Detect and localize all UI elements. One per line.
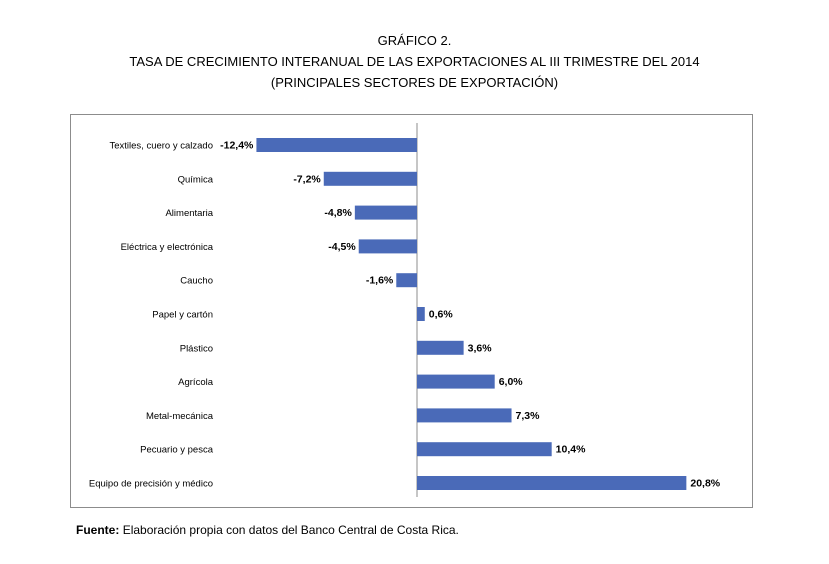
source-text: Elaboración propia con datos del Banco C… (122, 523, 459, 537)
category-label: Química (178, 174, 214, 185)
data-label: 6,0% (499, 376, 524, 388)
data-label: 0,6% (429, 309, 454, 321)
category-label: Caucho (180, 276, 213, 287)
bar-chart: Textiles, cuero y calzado -12,4% Química -7… (89, 123, 721, 497)
category-label: Papel y cartón (152, 310, 213, 321)
category-label: Agrícola (178, 377, 214, 388)
data-label: 20,8% (690, 478, 720, 490)
category-label: Eléctrica y electrónica (121, 242, 214, 253)
chart-area: Textiles, cuero y calzado -12,4% Química -7… (70, 114, 753, 508)
category-label: Metal-mecánica (146, 411, 214, 422)
chart-subtitle: (PRINCIPALES SECTORES DE EXPORTACIÓN) (270, 75, 559, 90)
bar (358, 239, 417, 254)
category-label: Alimentaria (165, 208, 213, 219)
bar (417, 408, 512, 423)
bar (417, 442, 552, 457)
data-label: 3,6% (468, 342, 493, 354)
category-label: Pecuario y pesca (140, 445, 214, 456)
bar (417, 340, 464, 355)
category-label: Equipo de precisión y médico (89, 479, 213, 490)
chart-titles: GRÁFICO 2. TASA DE CRECIMIENTO INTERANUA… (0, 30, 829, 93)
chart-title: TASA DE CRECIMIENTO INTERANUAL DE LAS EX… (129, 54, 700, 69)
category-label: Textiles, cuero y calzado (110, 141, 214, 152)
bar (417, 476, 687, 490)
bar (417, 307, 425, 321)
bar (396, 273, 417, 288)
data-label: -1,6% (366, 275, 394, 287)
source-note: Fuente: Elaboración propia con datos del… (76, 523, 459, 537)
bar (323, 171, 417, 186)
data-label: -4,5% (328, 241, 356, 253)
bar (256, 138, 417, 152)
data-label: -7,2% (293, 173, 321, 185)
figure-number-title: GRÁFICO 2. (377, 33, 452, 48)
data-label: 10,4% (556, 444, 586, 456)
category-label: Plástico (180, 343, 213, 354)
data-label: -4,8% (324, 207, 352, 219)
data-label: -12,4% (220, 140, 254, 152)
data-label: 7,3% (516, 410, 541, 422)
bar (417, 374, 495, 389)
bar (354, 205, 417, 220)
source-label: Fuente: (76, 523, 120, 537)
